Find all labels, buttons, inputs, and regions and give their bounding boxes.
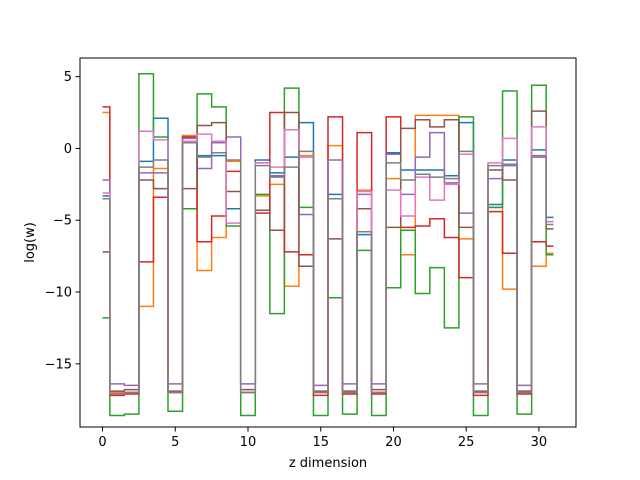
series-line-8	[102, 141, 554, 395]
y-tick-label: −5	[53, 214, 72, 229]
x-tick-label: 30	[531, 435, 548, 450]
x-tick-label: 10	[240, 435, 257, 450]
x-axis: 0 5 10 15 20 25 30	[98, 427, 547, 450]
y-tick-label: 0	[64, 142, 72, 157]
y-tick-label: 5	[64, 70, 72, 85]
x-axis-label: z dimension	[289, 456, 367, 471]
axes-frame	[79, 57, 577, 428]
y-tick-label: −15	[45, 357, 72, 372]
x-tick-label: 5	[171, 435, 179, 450]
y-axis: 5 0 −5 −10 −15	[45, 70, 80, 372]
series-layer	[102, 73, 554, 417]
x-tick-label: 25	[458, 435, 475, 450]
x-tick-label: 20	[385, 435, 402, 450]
y-axis-label: log(w)	[23, 222, 38, 263]
x-tick-label: 15	[312, 435, 329, 450]
x-tick-label: 0	[98, 435, 106, 450]
y-tick-label: −10	[45, 286, 72, 301]
